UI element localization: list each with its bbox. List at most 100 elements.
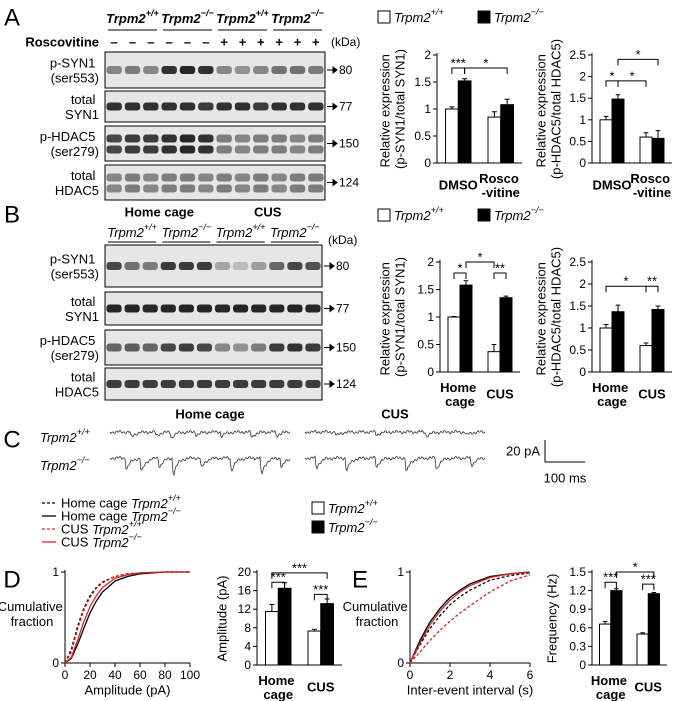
series-line bbox=[409, 572, 531, 664]
blot-strip bbox=[104, 125, 326, 162]
y-tick-label: 0.5 bbox=[569, 343, 586, 357]
x-tick-label: CUS bbox=[307, 680, 335, 695]
y-tick-label: 12 bbox=[238, 602, 252, 616]
text-part: −/− bbox=[168, 506, 181, 516]
text-part: Home bbox=[258, 673, 298, 688]
genotype-header: Trpm2−/− bbox=[271, 8, 324, 26]
significance-label: * bbox=[623, 274, 628, 289]
blot-band bbox=[253, 145, 269, 154]
blot-band bbox=[289, 134, 306, 143]
y-tick-label: 2 bbox=[424, 48, 431, 62]
blot-band bbox=[198, 184, 214, 193]
text-part: Trpm2−/− bbox=[161, 222, 211, 240]
blot-band bbox=[269, 304, 285, 313]
x-tick-label: CUS bbox=[638, 387, 666, 402]
text-part: (ser553) bbox=[51, 70, 99, 85]
significance-bracket bbox=[465, 261, 495, 268]
genotype-header: Trpm2−/− bbox=[161, 8, 214, 26]
text-part: Trpm2−/− bbox=[328, 517, 378, 535]
row-label: total SYN1 bbox=[65, 92, 99, 122]
text-part: +/+ bbox=[365, 498, 378, 508]
significance-label: *** bbox=[292, 560, 307, 575]
blot-band bbox=[124, 134, 141, 143]
blot-band bbox=[214, 343, 231, 352]
x-tick-label: 100 bbox=[180, 668, 200, 682]
error-bar bbox=[602, 621, 608, 625]
text-part: HDAC5 bbox=[55, 183, 99, 198]
blot-band bbox=[196, 262, 213, 270]
bar bbox=[651, 137, 665, 164]
text-part: Trpm2−/− bbox=[270, 222, 320, 240]
legend-label: Trpm2−/− bbox=[494, 7, 544, 25]
blot-band bbox=[305, 262, 321, 270]
y-tick-label: 0 bbox=[424, 156, 431, 170]
significance-bracket bbox=[271, 572, 328, 579]
treatment-sign: – bbox=[184, 35, 191, 50]
text-part: −/− bbox=[531, 205, 544, 215]
bar bbox=[639, 136, 653, 164]
marker-size: 77 bbox=[336, 302, 350, 316]
treatment-sign: + bbox=[294, 35, 302, 50]
blot-band bbox=[124, 66, 141, 74]
genotype-header: Trpm2+/+ bbox=[107, 222, 157, 240]
text-part: cage bbox=[597, 394, 627, 409]
text-part: (p-HDAC5/total HDAC5) bbox=[548, 247, 563, 387]
x-tick-label: CUS bbox=[635, 680, 663, 695]
blot-band bbox=[142, 304, 158, 313]
bar bbox=[487, 351, 501, 373]
treatment-sign: + bbox=[275, 35, 283, 50]
x-tick-label: Rosco -vitine bbox=[630, 171, 673, 200]
significance-bracket bbox=[642, 583, 655, 591]
blot-band bbox=[198, 102, 214, 111]
blot-band bbox=[160, 262, 176, 270]
blot-band bbox=[196, 380, 213, 388]
bar bbox=[651, 309, 665, 373]
blot-band bbox=[308, 145, 324, 154]
y-tick-label: 1 bbox=[397, 565, 404, 579]
blot-band bbox=[124, 343, 140, 352]
blot-strip bbox=[104, 164, 326, 201]
error-bar bbox=[615, 304, 621, 312]
bar bbox=[599, 327, 613, 373]
y-tick-label: 0 bbox=[579, 365, 586, 379]
blot-band bbox=[106, 262, 122, 270]
text-part: Cumulative bbox=[343, 599, 412, 614]
y-axis-label: Relative expression (p-HDAC5/total HDAC5… bbox=[533, 39, 563, 179]
text-part: −/− bbox=[365, 517, 378, 527]
bar bbox=[487, 116, 502, 164]
blot-band bbox=[271, 173, 287, 182]
blot-band bbox=[198, 145, 214, 154]
y-tick-label: 1.5 bbox=[569, 299, 586, 313]
blot-band bbox=[214, 304, 231, 313]
blot-band bbox=[142, 380, 158, 388]
x-tick-label: 4 bbox=[487, 668, 494, 682]
current-trace bbox=[304, 429, 486, 438]
significance-label: *** bbox=[271, 570, 286, 585]
blot-band bbox=[161, 66, 177, 74]
text-part: Trpm2+/+ bbox=[106, 8, 159, 26]
blot-band bbox=[178, 304, 194, 313]
blot-band bbox=[214, 262, 231, 270]
scale-label: 100 ms bbox=[544, 471, 587, 486]
bar bbox=[611, 311, 625, 373]
blot-band bbox=[196, 304, 213, 313]
blot-band bbox=[143, 184, 159, 193]
legend-label: CUS Trpm2+/+ bbox=[61, 519, 142, 537]
legend-label: Trpm2+/+ bbox=[328, 498, 378, 516]
bar bbox=[265, 611, 279, 666]
y-tick-label: 1 bbox=[52, 565, 59, 579]
blot-band bbox=[179, 66, 196, 74]
blot-band bbox=[253, 66, 269, 74]
error-bar bbox=[463, 280, 469, 286]
bar bbox=[307, 630, 322, 666]
condition-header: CUS bbox=[381, 407, 409, 422]
blot-band bbox=[271, 184, 287, 193]
significance-bracket bbox=[464, 67, 508, 74]
blot-band bbox=[233, 380, 249, 388]
text-part: +/+ bbox=[146, 8, 160, 18]
y-tick-label: 0.5 bbox=[414, 129, 431, 143]
text-part: −/− bbox=[129, 532, 142, 542]
blot-band bbox=[178, 262, 194, 270]
blot-band bbox=[161, 184, 177, 193]
